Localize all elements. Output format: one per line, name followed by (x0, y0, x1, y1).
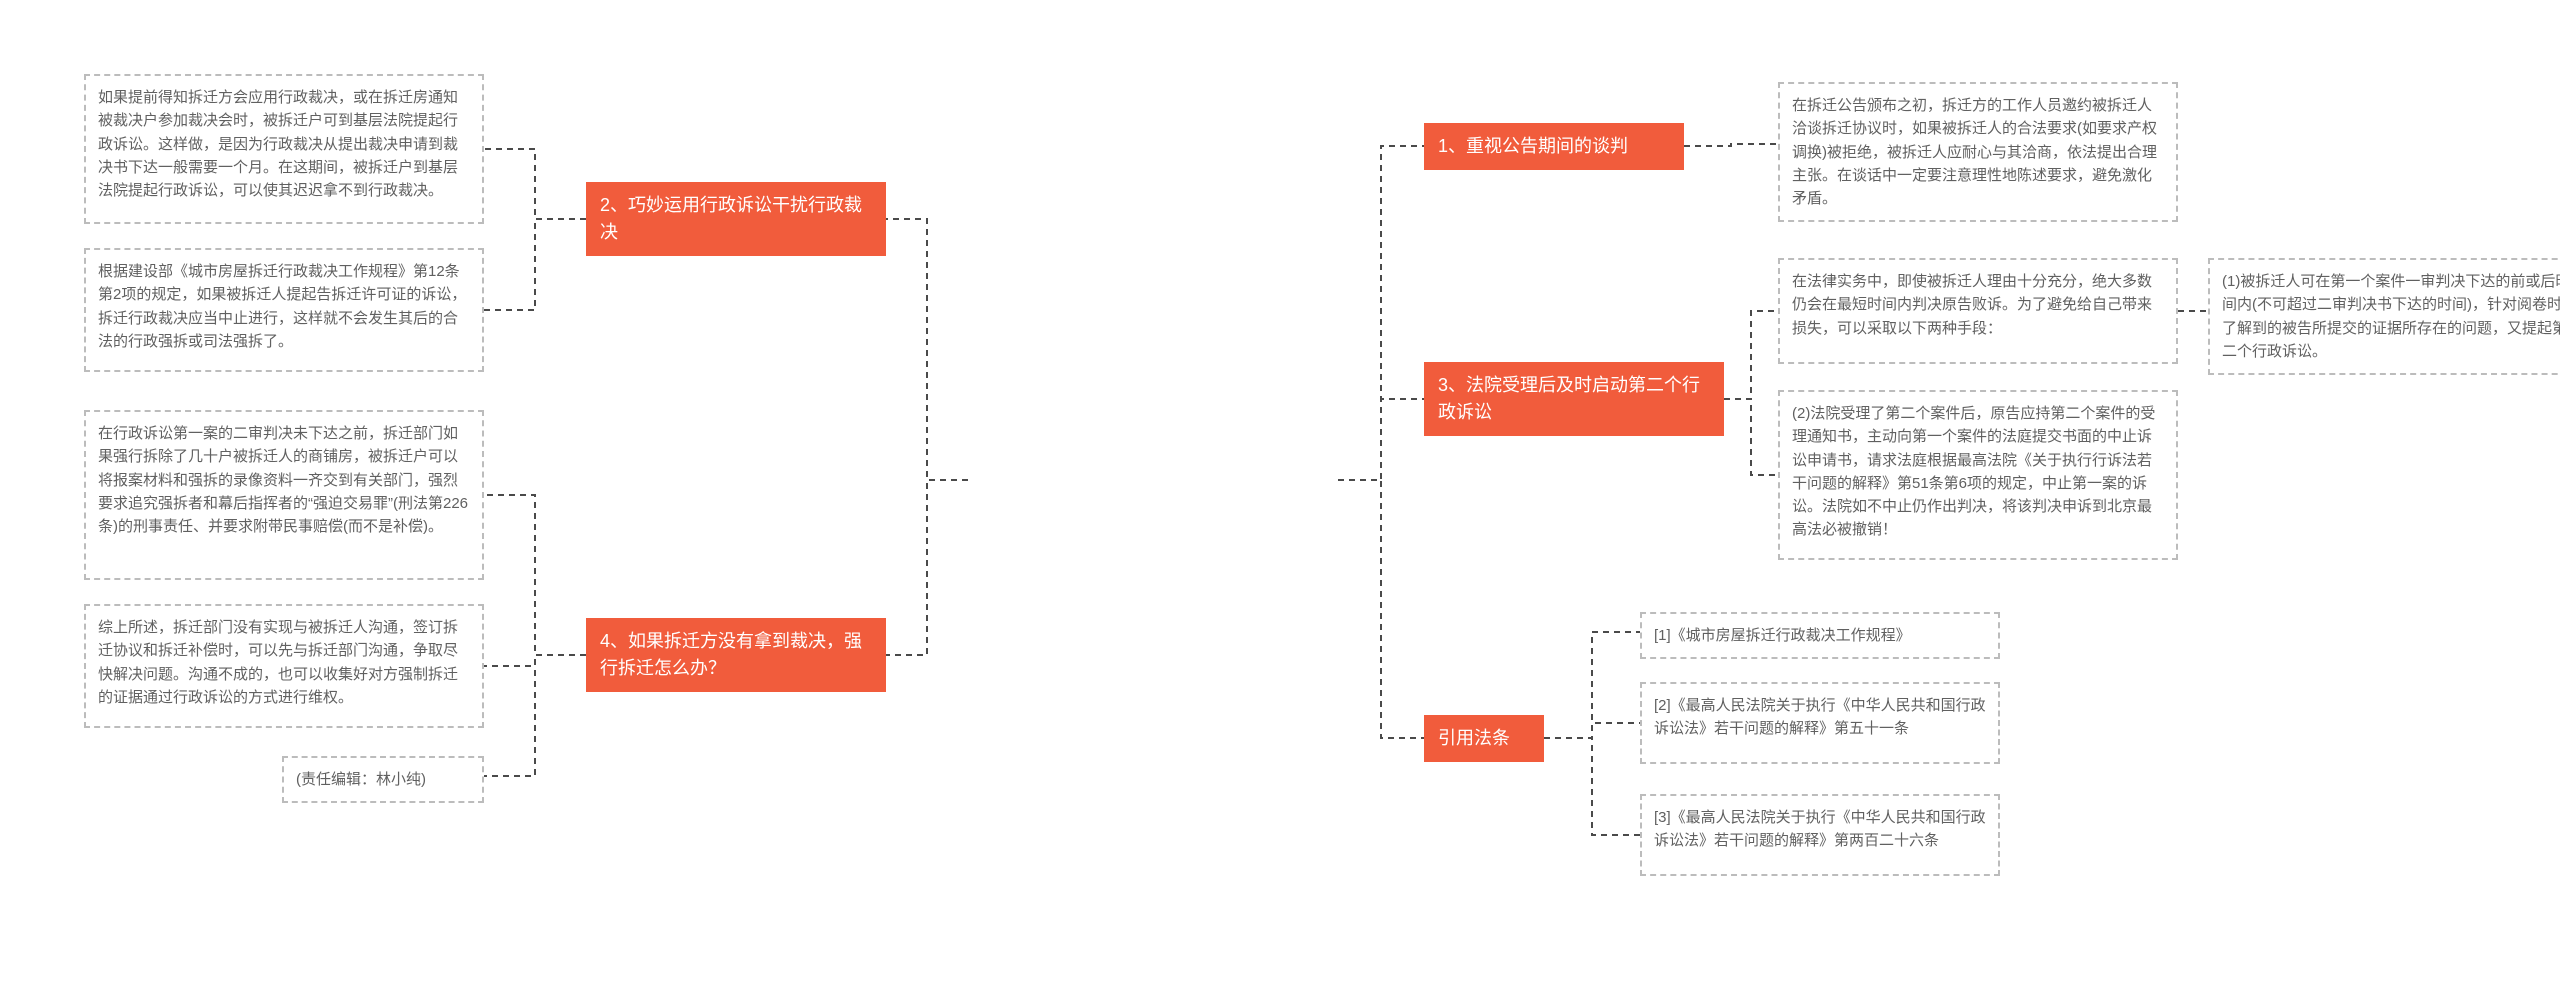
b2l2-label: 根据建设部《城市房屋拆迁行政裁决工作规程》第12条第2项的规定，如果被拆迁人提起… (98, 263, 466, 350)
b4l2-label: 综上所述，拆迁部门没有实现与被拆迁人沟通，签订拆迁协议和拆迁补偿时，可以先与拆迁… (98, 619, 458, 706)
mindmap-canvas: 面对强制拆迁要如何维权？ 2、巧妙运用行政诉讼干扰行政裁决 如果提前得知拆迁方会应用… (0, 0, 2560, 991)
b1[interactable]: 1、重视公告期间的谈判 (1424, 123, 1684, 170)
b3l1c1-label: (1)被拆迁人可在第一个案件一审判决下达的前或后时间内(不可超过二审判决书下达的… (2222, 273, 2560, 360)
b2l1: 如果提前得知拆迁方会应用行政裁决，或在拆迁房通知被裁决户参加裁决会时，被拆迁户可… (84, 74, 484, 224)
b5l3: [3]《最高人民法院关于执行《中华人民共和国行政诉讼法》若干问题的解释》第两百二… (1640, 794, 2000, 876)
b4l3: (责任编辑：林小纯) (282, 756, 484, 803)
b3l2-label: (2)法院受理了第二个案件后，原告应持第二个案件的受理通知书，主动向第一个案件的… (1792, 405, 2155, 538)
b3l2: (2)法院受理了第二个案件后，原告应持第二个案件的受理通知书，主动向第一个案件的… (1778, 390, 2178, 560)
b2l1-label: 如果提前得知拆迁方会应用行政裁决，或在拆迁房通知被裁决户参加裁决会时，被拆迁户可… (98, 89, 458, 199)
b4[interactable]: 4、如果拆迁方没有拿到裁决，强行拆迁怎么办？ (586, 618, 886, 692)
b1l1: 在拆迁公告颁布之初，拆迁方的工作人员邀约被拆迁人洽谈拆迁协议时，如果被拆迁人的合… (1778, 82, 2178, 222)
b3[interactable]: 3、法院受理后及时启动第二个行政诉讼 (1424, 362, 1724, 436)
b4l1: 在行政诉讼第一案的二审判决未下达之前，拆迁部门如果强行拆除了几十户被拆迁人的商铺… (84, 410, 484, 580)
b3l1-label: 在法律实务中，即使被拆迁人理由十分充分，绝大多数仍会在最短时间内判决原告败诉。为… (1792, 273, 2152, 337)
b5l3-label: [3]《最高人民法院关于执行《中华人民共和国行政诉讼法》若干问题的解释》第两百二… (1654, 809, 1986, 849)
b4-label: 4、如果拆迁方没有拿到裁决，强行拆迁怎么办？ (600, 628, 872, 682)
b3-label: 3、法院受理后及时启动第二个行政诉讼 (1438, 372, 1710, 426)
b3l1: 在法律实务中，即使被拆迁人理由十分充分，绝大多数仍会在最短时间内判决原告败诉。为… (1778, 258, 2178, 364)
b2-label: 2、巧妙运用行政诉讼干扰行政裁决 (600, 192, 872, 246)
b5[interactable]: 引用法条 (1424, 715, 1544, 762)
b3l1c1: (1)被拆迁人可在第一个案件一审判决下达的前或后时间内(不可超过二审判决书下达的… (2208, 258, 2560, 375)
b1l1-label: 在拆迁公告颁布之初，拆迁方的工作人员邀约被拆迁人洽谈拆迁协议时，如果被拆迁人的合… (1792, 97, 2157, 207)
b5l2: [2]《最高人民法院关于执行《中华人民共和国行政诉讼法》若干问题的解释》第五十一… (1640, 682, 2000, 764)
b1-label: 1、重视公告期间的谈判 (1438, 133, 1628, 160)
b4l1-label: 在行政诉讼第一案的二审判决未下达之前，拆迁部门如果强行拆除了几十户被拆迁人的商铺… (98, 425, 468, 535)
b5l1-label: [1]《城市房屋拆迁行政裁决工作规程》 (1654, 627, 1911, 644)
b2[interactable]: 2、巧妙运用行政诉讼干扰行政裁决 (586, 182, 886, 256)
root-node[interactable]: 面对强制拆迁要如何维权？ (968, 430, 1338, 530)
root-label: 面对强制拆迁要如何维权？ (1021, 465, 1285, 496)
b5l2-label: [2]《最高人民法院关于执行《中华人民共和国行政诉讼法》若干问题的解释》第五十一… (1654, 697, 1986, 737)
b4l3-label: (责任编辑：林小纯) (296, 771, 426, 788)
b2l2: 根据建设部《城市房屋拆迁行政裁决工作规程》第12条第2项的规定，如果被拆迁人提起… (84, 248, 484, 372)
b4l2: 综上所述，拆迁部门没有实现与被拆迁人沟通，签订拆迁协议和拆迁补偿时，可以先与拆迁… (84, 604, 484, 728)
b5-label: 引用法条 (1438, 725, 1510, 752)
b5l1: [1]《城市房屋拆迁行政裁决工作规程》 (1640, 612, 2000, 659)
